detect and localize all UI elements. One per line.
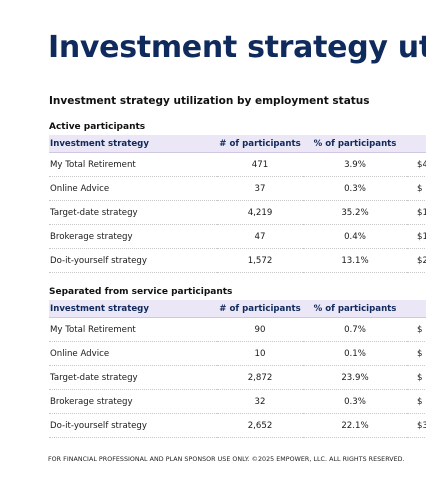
strategy-cell: Brokerage strategy xyxy=(49,389,217,414)
strategy-cell: My Total Retirement xyxy=(49,317,217,342)
amount-cell: $ xyxy=(407,341,426,366)
separated-table-body: My Total Retirement 90 0.7% $ Online Advice 1… xyxy=(49,317,426,438)
table-row: Online Advice 37 0.3% $ xyxy=(49,176,426,201)
participant-percent-cell: 0.3% xyxy=(303,389,407,414)
participant-count-cell: 2,652 xyxy=(217,413,303,438)
participant-percent-cell: 0.3% xyxy=(303,176,407,201)
page-subtitle: Investment strategy utilization by emplo… xyxy=(49,95,370,107)
amount-cell: $2 xyxy=(407,248,426,273)
participant-percent-cell: 0.4% xyxy=(303,224,407,249)
strategy-cell: Online Advice xyxy=(49,176,217,201)
active-table-body: My Total Retirement 471 3.9% $4 Online Advic… xyxy=(49,152,426,273)
participant-percent-cell: 22.1% xyxy=(303,413,407,438)
column-header-strategy: Investment strategy xyxy=(49,300,217,318)
strategy-cell: Online Advice xyxy=(49,341,217,366)
table-row: Brokerage strategy 32 0.3% $ xyxy=(49,389,426,414)
table-row: Target-date strategy 4,219 35.2% $1 xyxy=(49,200,426,225)
footer-disclaimer: FOR FINANCIAL PROFESSIONAL AND PLAN SPON… xyxy=(48,456,405,463)
participant-percent-cell: 0.1% xyxy=(303,341,407,366)
table-header-row: Investment strategy # of participants % … xyxy=(49,135,426,153)
amount-cell: $3 xyxy=(407,413,426,438)
active-participants-table: Investment strategy # of participants % … xyxy=(49,135,426,273)
table-header-row: Investment strategy # of participants % … xyxy=(49,300,426,318)
participant-count-cell: 4,219 xyxy=(217,200,303,225)
amount-cell: $ xyxy=(407,365,426,390)
column-header-count: # of participants xyxy=(217,300,303,318)
participant-percent-cell: 35.2% xyxy=(303,200,407,225)
strategy-cell: Target-date strategy xyxy=(49,365,217,390)
strategy-cell: My Total Retirement xyxy=(49,152,217,177)
amount-cell: $1 xyxy=(407,200,426,225)
participant-count-cell: 471 xyxy=(217,152,303,177)
column-header-pct: % of participants xyxy=(303,300,407,318)
strategy-cell: Target-date strategy xyxy=(49,200,217,225)
column-header-pct: % of participants xyxy=(303,135,407,153)
strategy-cell: Do-it-yourself strategy xyxy=(49,413,217,438)
strategy-cell: Brokerage strategy xyxy=(49,224,217,249)
table-row: Brokerage strategy 47 0.4% $1 xyxy=(49,224,426,249)
participant-percent-cell: 23.9% xyxy=(303,365,407,390)
table-row: Online Advice 10 0.1% $ xyxy=(49,341,426,366)
column-header-count: # of participants xyxy=(217,135,303,153)
separated-participants-table: Investment strategy # of participants % … xyxy=(49,300,426,438)
page-title: Investment strategy utiliza xyxy=(48,30,426,65)
participant-percent-cell: 3.9% xyxy=(303,152,407,177)
participant-count-cell: 32 xyxy=(217,389,303,414)
table-row: Do-it-yourself strategy 1,572 13.1% $2 xyxy=(49,248,426,273)
participant-count-cell: 47 xyxy=(217,224,303,249)
participant-count-cell: 1,572 xyxy=(217,248,303,273)
amount-cell: $1 xyxy=(407,224,426,249)
column-header-extra xyxy=(407,300,426,318)
column-header-extra xyxy=(407,135,426,153)
separated-participants-section: Separated from service participants Inve… xyxy=(49,284,426,438)
table-row: Target-date strategy 2,872 23.9% $ xyxy=(49,365,426,390)
participant-count-cell: 37 xyxy=(217,176,303,201)
participant-percent-cell: 0.7% xyxy=(303,317,407,342)
active-participants-section: Active participants Investment strategy … xyxy=(49,119,426,273)
amount-cell: $ xyxy=(407,317,426,342)
column-header-strategy: Investment strategy xyxy=(49,135,217,153)
table-row: Do-it-yourself strategy 2,652 22.1% $3 xyxy=(49,413,426,438)
participant-percent-cell: 13.1% xyxy=(303,248,407,273)
amount-cell: $ xyxy=(407,389,426,414)
section-label-separated: Separated from service participants xyxy=(49,287,233,297)
amount-cell: $4 xyxy=(407,152,426,177)
participant-count-cell: 90 xyxy=(217,317,303,342)
amount-cell: $ xyxy=(407,176,426,201)
table-row: My Total Retirement 471 3.9% $4 xyxy=(49,152,426,177)
strategy-cell: Do-it-yourself strategy xyxy=(49,248,217,273)
participant-count-cell: 2,872 xyxy=(217,365,303,390)
participant-count-cell: 10 xyxy=(217,341,303,366)
table-row: My Total Retirement 90 0.7% $ xyxy=(49,317,426,342)
section-label-active: Active participants xyxy=(49,122,146,132)
